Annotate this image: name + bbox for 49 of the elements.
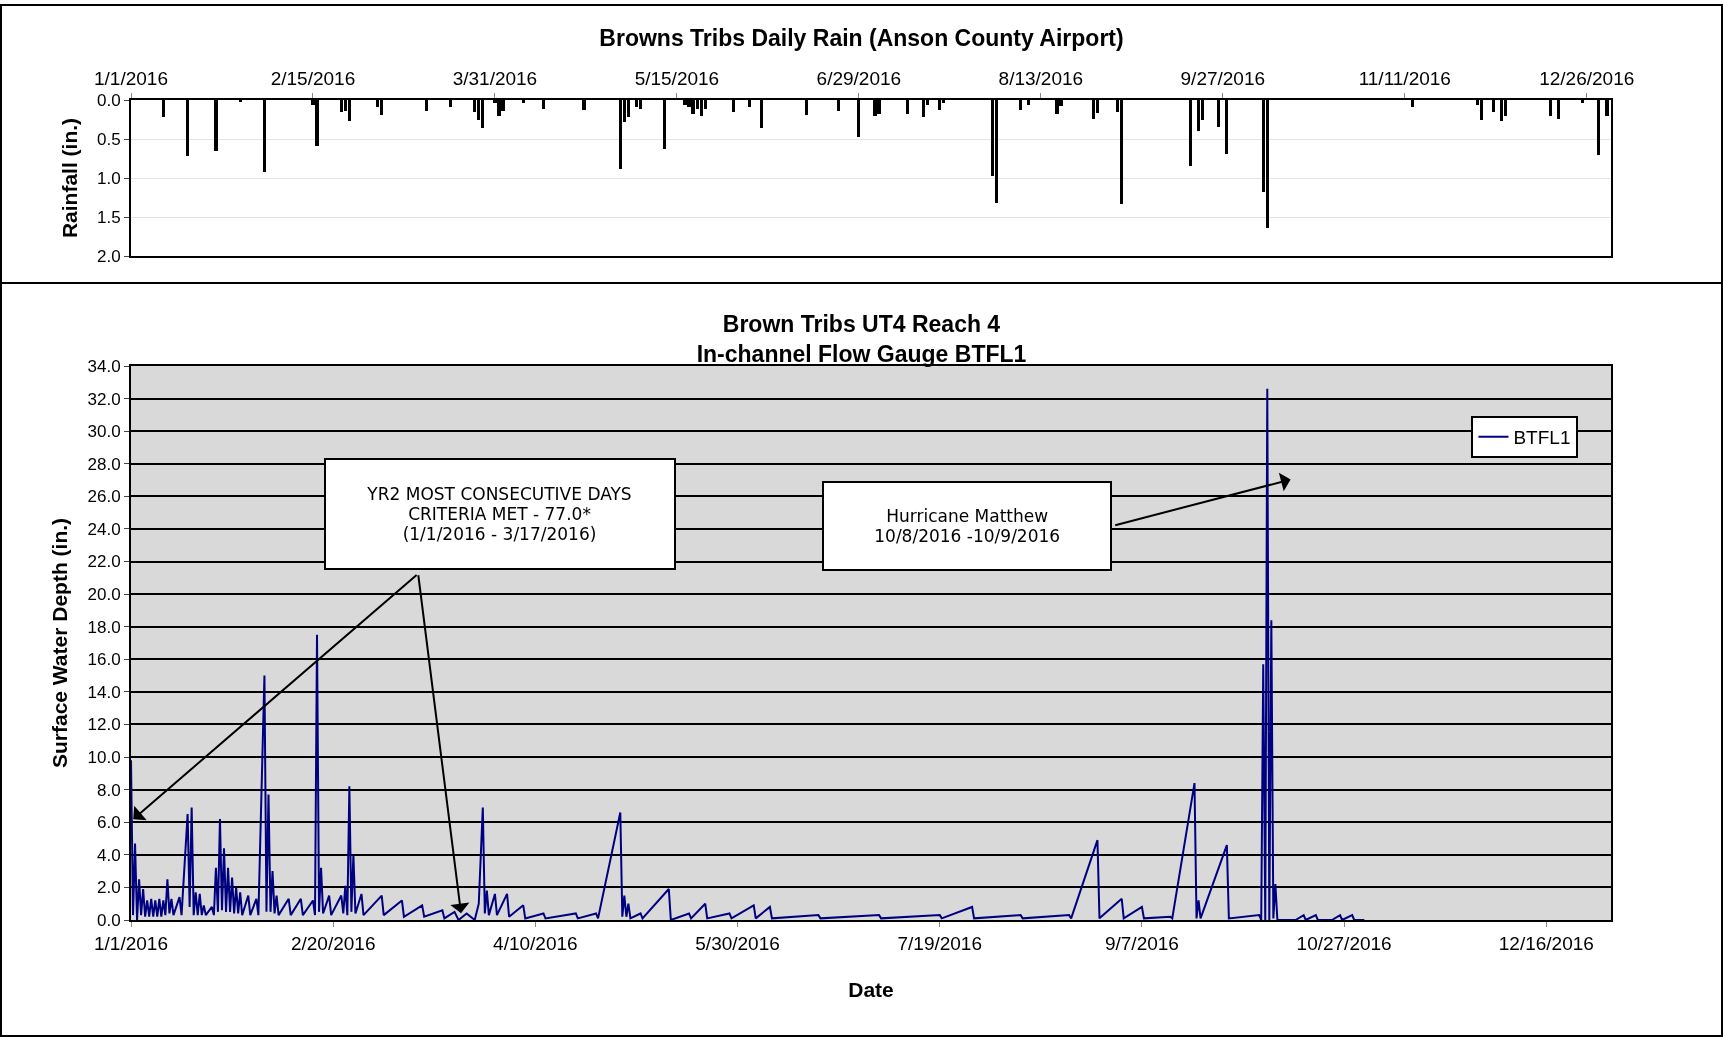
callout-box: Hurricane Matthew 10/8/2016 -10/9/2016	[822, 480, 1113, 571]
y-tick-label: 34.0	[87, 356, 121, 376]
x-tick-label: 9/7/2016	[1104, 932, 1179, 954]
y-tick-label: 0.5	[96, 129, 121, 149]
x-tick-label: 3/31/2016	[452, 68, 538, 90]
x-tick-label: 1/1/2016	[94, 68, 168, 90]
x-tick-label: 11/11/2016	[1358, 68, 1451, 90]
y-tick-label: 28.0	[87, 454, 121, 474]
x-tick-label: 7/19/2016	[897, 932, 983, 954]
y-tick-label: 1.0	[96, 168, 121, 188]
y-axis-title: Rainfall (in.)	[57, 117, 81, 239]
x-tick-label: 10/27/2016	[1296, 932, 1392, 954]
x-tick-label: 1/1/2016	[94, 932, 168, 954]
y-tick-label: 6.0	[96, 813, 121, 833]
y-tick-label: 2.0	[96, 878, 121, 898]
y-tick-label: 22.0	[87, 552, 121, 572]
x-axis-title: Date	[848, 978, 894, 1002]
line-series	[131, 387, 1366, 920]
y-tick-label: 16.0	[87, 650, 121, 670]
x-tick-label: 2/15/2016	[270, 68, 356, 90]
y-tick-label: 4.0	[96, 845, 121, 865]
y-tick-label: 20.0	[87, 585, 121, 605]
x-tick-label: 8/13/2016	[998, 68, 1084, 90]
y-tick-label: 26.0	[87, 487, 121, 507]
y-tick-label: 14.0	[87, 682, 121, 702]
x-tick-label: 6/29/2016	[816, 68, 902, 90]
y-tick-label: 30.0	[87, 422, 121, 442]
x-tick-label: 5/30/2016	[695, 932, 780, 954]
y-tick-label: 18.0	[87, 617, 121, 637]
y-axis-title: Surface Water Depth (in.)	[48, 517, 72, 769]
y-tick-label: 1.5	[96, 207, 121, 227]
y-tick-label: 24.0	[87, 519, 121, 539]
x-tick-label: 12/26/2016	[1539, 68, 1635, 90]
y-tick-label: 0.0	[96, 910, 121, 930]
chart-title: Brown Tribs UT4 Reach 4 In-channel Flow Gauge BTFL1	[696, 311, 1027, 367]
x-tick-label: 12/16/2016	[1498, 932, 1594, 954]
y-tick-label: 0.0	[96, 90, 121, 110]
x-tick-label: 5/15/2016	[634, 68, 720, 90]
callout-box: YR2 MOST CONSECUTIVE DAYS CRITERIA MET - 77.0* (1/1/2016 - 3/17/2016)	[323, 458, 676, 571]
x-tick-label: 4/10/2016	[493, 932, 578, 954]
legend-label: BTFL1	[1513, 427, 1571, 449]
y-tick-label: 12.0	[87, 715, 121, 735]
y-tick-label: 8.0	[96, 780, 121, 800]
y-tick-label: 10.0	[87, 748, 121, 768]
y-tick-label: 32.0	[87, 389, 121, 409]
chart-title: Browns Tribs Daily Rain (Anson County Airport)	[599, 25, 1124, 52]
y-tick-label: 2.0	[96, 246, 121, 266]
x-tick-label: 2/20/2016	[290, 932, 376, 954]
x-tick-label: 9/27/2016	[1180, 68, 1266, 90]
